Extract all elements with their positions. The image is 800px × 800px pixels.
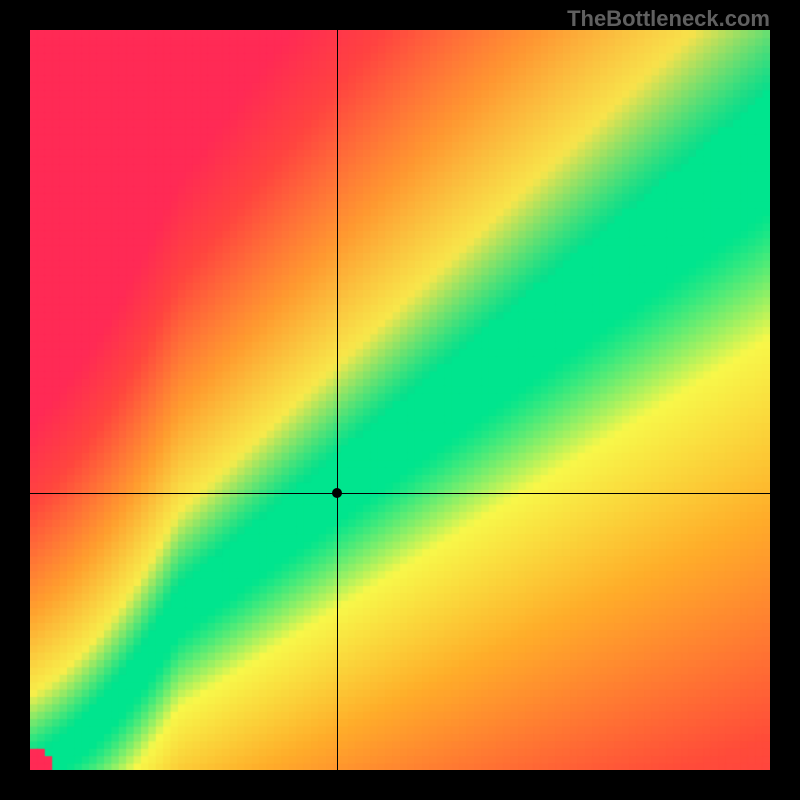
bottleneck-heatmap	[30, 30, 770, 770]
crosshair-horizontal	[30, 493, 770, 494]
heatmap-canvas	[30, 30, 770, 770]
crosshair-vertical	[337, 30, 338, 770]
crosshair-marker	[332, 488, 342, 498]
watermark-text: TheBottleneck.com	[567, 6, 770, 32]
